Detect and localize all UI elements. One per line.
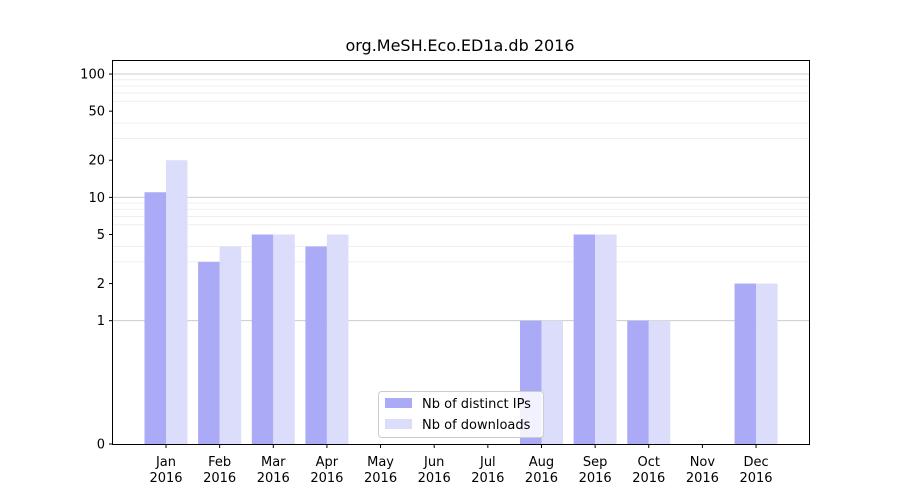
legend-swatch: [385, 398, 412, 408]
bar-downloads-feb: [219, 246, 242, 444]
y-tick-label: 1: [97, 314, 105, 329]
bar-distinct-ips-feb: [198, 261, 220, 444]
bar-distinct-ips-oct: [627, 320, 649, 444]
x-tick-label-month: Oct: [638, 455, 660, 470]
x-tick-label-year: 2016: [364, 471, 397, 486]
x-tick-label-year: 2016: [739, 471, 772, 486]
x-tick-label-month: Apr: [316, 455, 339, 470]
bar-distinct-ips-mar: [251, 234, 274, 444]
x-tick-label-month: Sep: [583, 455, 608, 470]
legend-label: Nb of distinct IPs: [422, 397, 531, 412]
x-tick-label-year: 2016: [418, 471, 451, 486]
legend-swatch: [385, 419, 412, 429]
x-tick-label-year: 2016: [310, 471, 343, 486]
legend-label: Nb of downloads: [422, 418, 531, 433]
bar-distinct-ips-jan: [144, 192, 166, 444]
x-tick-label-year: 2016: [579, 471, 612, 486]
legend: Nb of distinct IPs Nb of downloads: [378, 391, 544, 438]
x-tick-label-month: Jan: [155, 455, 176, 470]
bar-downloads-mar: [273, 234, 295, 444]
y-tick-label: 10: [88, 191, 105, 206]
bar-downloads-aug: [541, 320, 563, 444]
bar-distinct-ips-sep: [573, 234, 596, 444]
bar-downloads-oct: [648, 320, 671, 444]
gridlines: [113, 73, 809, 322]
x-tick-label-month: Jul: [479, 455, 496, 470]
plot-frame: [112, 60, 810, 445]
x-tick-label-year: 2016: [149, 471, 182, 486]
bar-distinct-ips-dec: [734, 283, 757, 444]
y-tick-label: 20: [88, 154, 105, 169]
x-tick-label-month: Dec: [743, 455, 768, 470]
bar-downloads-sep: [595, 234, 617, 444]
chart-title: org.MeSH.Eco.ED1a.db 2016: [345, 36, 574, 55]
legend-box: [378, 391, 544, 438]
x-tick-label-month: Jun: [423, 455, 444, 470]
bar-downloads-apr: [326, 234, 349, 444]
x-tick-label-month: May: [367, 455, 394, 470]
bar-downloads-dec: [756, 283, 778, 444]
x-tick-label-year: 2016: [257, 471, 290, 486]
x-tick-label-year: 2016: [686, 471, 719, 486]
y-tick-label: 5: [97, 228, 105, 243]
x-tick-label-year: 2016: [203, 471, 236, 486]
bar-distinct-ips-apr: [305, 246, 327, 444]
y-axis: 0 1 2 5 10 20 50 100: [80, 68, 113, 453]
bar-downloads-jan: [166, 160, 188, 444]
y-tick-label: 0: [97, 438, 105, 453]
x-tick-label-year: 2016: [632, 471, 665, 486]
x-tick-label-month: Feb: [208, 455, 231, 470]
x-tick-label-month: Mar: [261, 455, 286, 470]
y-tick-label: 100: [80, 68, 105, 83]
y-tick-label: 50: [88, 105, 105, 120]
x-axis: Jan2016Feb2016Mar2016Apr2016May2016Jun20…: [149, 444, 773, 486]
x-tick-label-year: 2016: [525, 471, 558, 486]
x-tick-label-month: Nov: [690, 455, 716, 470]
x-tick-label-year: 2016: [471, 471, 504, 486]
x-tick-label-month: Aug: [529, 455, 554, 470]
y-tick-label: 2: [97, 277, 105, 292]
